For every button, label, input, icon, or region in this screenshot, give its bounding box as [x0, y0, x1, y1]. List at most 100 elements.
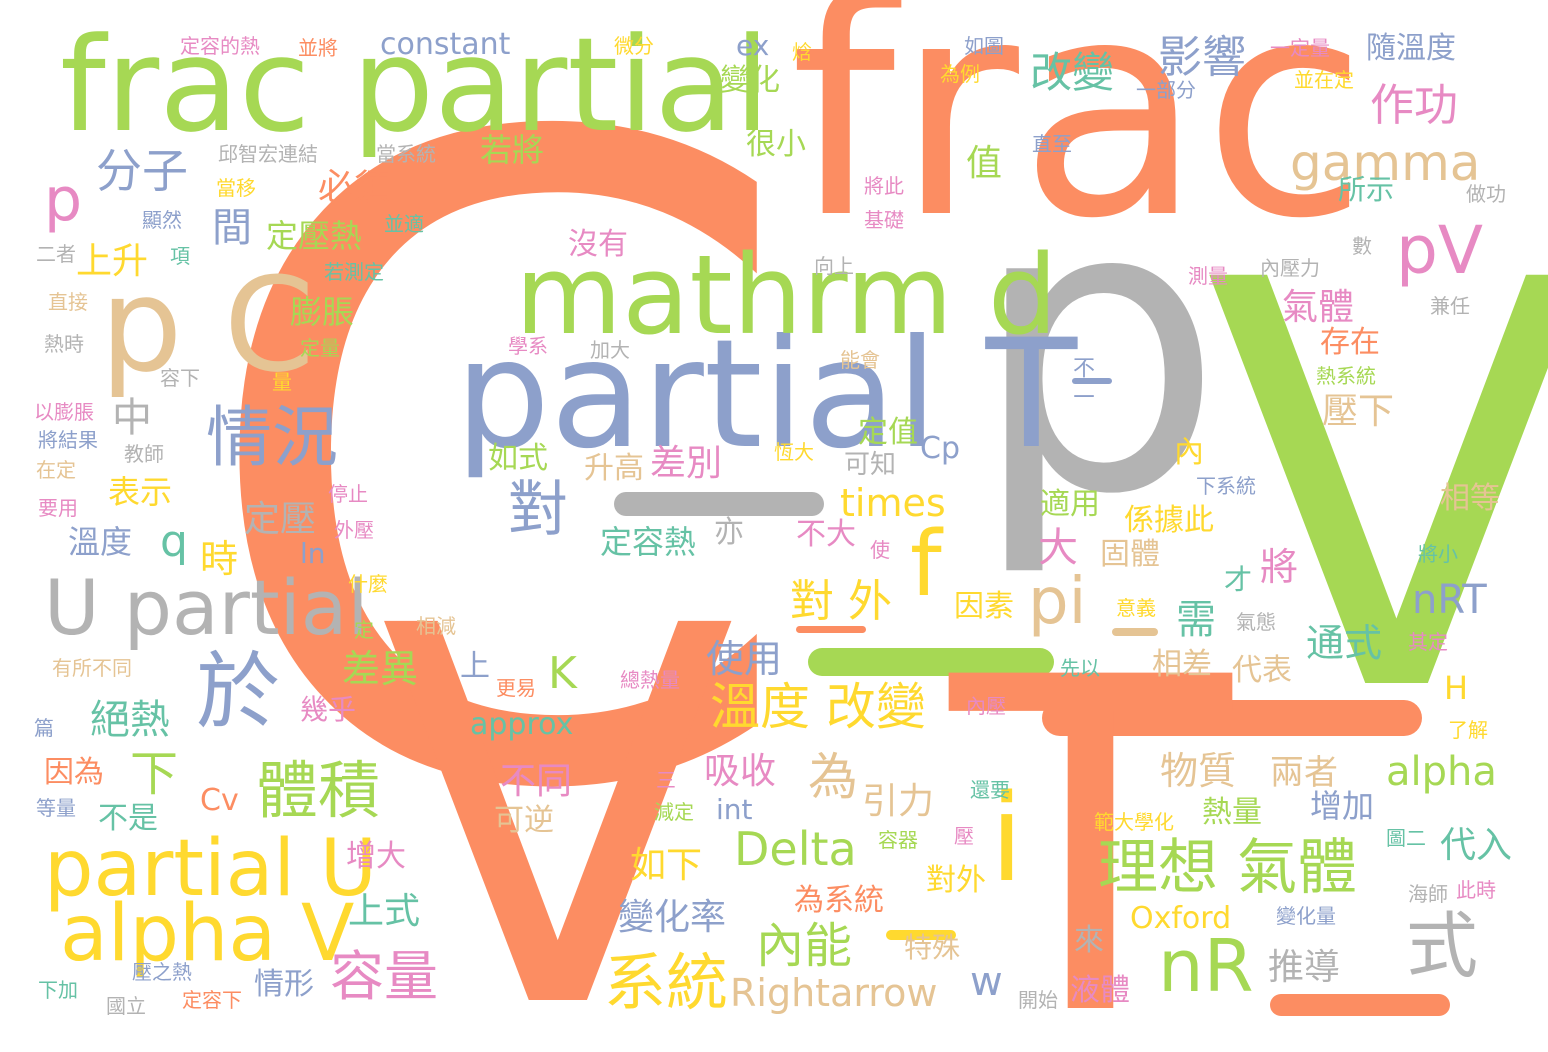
cloud-word: 將小	[1418, 542, 1458, 566]
dash-bar-orange-small	[796, 626, 866, 633]
cloud-word: U partial	[44, 563, 369, 652]
cloud-word: 將此	[864, 174, 904, 198]
cloud-word: 係據此	[1124, 503, 1214, 538]
cloud-word: 定壓熱	[266, 217, 363, 255]
cloud-word: 容量	[330, 945, 438, 1008]
cloud-word: 下系統	[1196, 474, 1256, 498]
cloud-word: constant	[380, 27, 511, 62]
cloud-word: 下加	[38, 978, 78, 1002]
dash-bar-gray	[614, 492, 824, 516]
dash-bar-blue	[1072, 378, 1112, 384]
cloud-word: 中	[112, 395, 152, 441]
cloud-word: 相差	[1152, 647, 1212, 682]
cloud-word: 焓	[792, 40, 812, 64]
cloud-word: 差異	[342, 647, 419, 691]
cloud-word: 可知	[844, 450, 897, 480]
cloud-word: Rightarrow	[730, 971, 938, 1015]
cloud-word: 物質	[1160, 749, 1237, 793]
cloud-word: 絕熱	[90, 697, 170, 743]
cloud-word: 沒有	[568, 227, 628, 262]
cloud-word: 壓之熱	[132, 960, 192, 984]
cloud-word: Cv	[200, 783, 239, 818]
cloud-word: 二者	[36, 242, 76, 266]
cloud-word: 上	[460, 649, 490, 684]
cloud-word: 國立	[106, 994, 146, 1018]
cloud-word: Delta	[734, 822, 857, 876]
cloud-word: 範大學化	[1094, 810, 1174, 834]
cloud-word: nR	[1158, 924, 1254, 1008]
cloud-word: 作功	[1370, 80, 1458, 131]
cloud-word: 海師	[1408, 882, 1448, 906]
cloud-word: 內能	[756, 918, 853, 974]
cloud-word: partial U	[44, 824, 377, 914]
dash-bar-orange-bottom	[1270, 994, 1450, 1016]
cloud-word: w	[970, 959, 1003, 1005]
cloud-word: 使	[870, 538, 890, 562]
cloud-word: 了解	[1448, 718, 1488, 742]
cloud-word: 相等	[1440, 481, 1500, 516]
cloud-word: 恆大	[774, 440, 814, 464]
cloud-word: 亦	[714, 515, 744, 550]
cloud-word: 影響	[1158, 32, 1246, 83]
cloud-word: ln	[300, 537, 326, 570]
cloud-word: 還要	[970, 778, 1010, 802]
dash-bar-yellow	[886, 930, 956, 940]
cloud-word: 邱智宏連結	[218, 142, 318, 166]
dash-bar-orange-large	[1042, 700, 1422, 736]
cloud-word: 其定	[1408, 630, 1448, 654]
cloud-word: 在定	[36, 458, 76, 482]
cloud-word: 定值	[858, 415, 918, 450]
cloud-word: 加大	[590, 338, 630, 362]
cloud-word: 做功	[1466, 182, 1506, 206]
cloud-word: 不大	[796, 517, 856, 552]
cloud-word: 變化量	[1276, 904, 1336, 928]
cloud-word: 不二	[1069, 356, 1094, 400]
cloud-word: 表示	[108, 473, 173, 511]
cloud-word: 為系統	[794, 883, 884, 918]
cloud-word: 若將	[480, 131, 545, 169]
cloud-word: mathrm d	[515, 231, 1058, 359]
dash-bar-green	[808, 648, 1054, 676]
cloud-word: 意義	[1116, 596, 1156, 620]
cloud-word: 更易	[496, 676, 536, 700]
cloud-word: 上式	[348, 891, 421, 932]
cloud-word: f	[910, 512, 942, 617]
cloud-word: 可逆	[494, 803, 554, 838]
cloud-word: 必須	[318, 167, 391, 208]
cloud-word: 情形	[254, 967, 314, 1002]
cloud-word: 溫度	[68, 523, 133, 561]
cloud-word: 並適	[384, 212, 424, 236]
cloud-word: 不同	[500, 761, 573, 802]
cloud-word: 直至	[1032, 132, 1072, 156]
cloud-word: 上升	[76, 241, 149, 282]
cloud-word: 需	[1176, 597, 1216, 643]
cloud-word: 項	[170, 244, 190, 268]
cloud-word: 量	[272, 370, 292, 394]
cloud-word: partial T	[455, 308, 1078, 482]
cloud-word: 將結果	[38, 428, 98, 452]
cloud-word: 下	[130, 746, 179, 802]
cloud-word: gamma	[1290, 134, 1481, 192]
cloud-word: 篇	[34, 716, 54, 740]
cloud-word: 內壓力	[1260, 256, 1320, 280]
cloud-word: nRT	[1412, 577, 1487, 623]
cloud-word: 等量	[36, 796, 76, 820]
cloud-word: 通式	[1306, 621, 1383, 665]
cloud-word: 來	[1074, 923, 1104, 958]
cloud-word: 膨脹	[290, 293, 355, 331]
cloud-word: 並在定	[1294, 68, 1354, 92]
cloud-word: 基礎	[864, 208, 904, 232]
cloud-word: 因為	[44, 755, 104, 790]
cloud-word: 內	[1174, 435, 1204, 470]
cloud-word: C	[190, 0, 805, 982]
cloud-word: 教師	[124, 442, 164, 466]
cloud-word: 定壓	[244, 499, 317, 540]
cloud-word: 壓	[954, 824, 974, 848]
cloud-word: 測量	[1188, 264, 1228, 288]
cloud-word: 有所不同	[52, 656, 132, 680]
dash-bar-tan	[1112, 628, 1158, 636]
cloud-word: 所示	[1338, 173, 1395, 206]
cloud-word: 吸收	[704, 751, 777, 792]
cloud-word: pi	[1028, 565, 1087, 639]
